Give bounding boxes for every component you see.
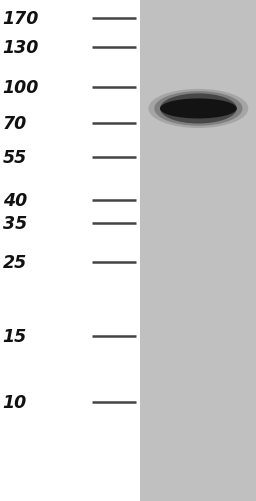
Ellipse shape (160, 99, 237, 119)
Text: 130: 130 (3, 39, 39, 57)
Ellipse shape (148, 90, 248, 129)
Text: 25: 25 (3, 253, 27, 271)
Ellipse shape (154, 92, 243, 126)
Text: 15: 15 (3, 328, 27, 346)
Text: 40: 40 (3, 191, 27, 209)
Text: 70: 70 (3, 115, 27, 133)
Text: 170: 170 (3, 10, 39, 28)
Text: 10: 10 (3, 393, 27, 411)
Bar (140, 0, 256, 501)
Ellipse shape (160, 94, 237, 124)
Text: 35: 35 (3, 215, 27, 233)
Text: 100: 100 (3, 79, 39, 97)
Text: 55: 55 (3, 149, 27, 167)
